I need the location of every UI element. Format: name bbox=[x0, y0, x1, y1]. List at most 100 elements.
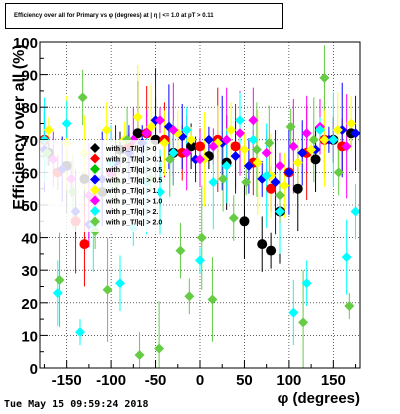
x-tick-label: -100 bbox=[96, 372, 126, 389]
timestamp: Tue May 15 09:59:24 2018 bbox=[4, 399, 149, 410]
data-point bbox=[239, 144, 250, 155]
data-point bbox=[159, 138, 170, 149]
data-point bbox=[186, 141, 197, 152]
legend-marker bbox=[90, 216, 100, 227]
data-point bbox=[184, 291, 195, 302]
data-point bbox=[146, 121, 157, 132]
y-tick-label: 20 bbox=[21, 296, 38, 313]
data-point bbox=[181, 147, 192, 158]
data-point bbox=[283, 167, 294, 178]
data-point bbox=[230, 141, 241, 152]
data-point bbox=[235, 128, 245, 139]
data-point bbox=[266, 245, 277, 256]
data-point bbox=[341, 141, 352, 152]
legend-label: with p_T/|q| > 0 bbox=[105, 146, 157, 153]
data-point bbox=[301, 278, 312, 289]
y-tick-label: 10 bbox=[21, 328, 38, 345]
chart-title: Efficiency over all for Primary vs φ (de… bbox=[14, 13, 214, 19]
data-point bbox=[288, 141, 299, 152]
legend-marker bbox=[90, 195, 100, 206]
data-point bbox=[319, 134, 330, 145]
data-point bbox=[251, 144, 262, 155]
data-point bbox=[241, 177, 252, 188]
x-tick-label: 50 bbox=[236, 372, 253, 389]
legend-label: with p_T/|q| > 2. bbox=[105, 209, 158, 216]
data-point bbox=[285, 121, 296, 132]
data-point bbox=[208, 141, 219, 152]
data-point bbox=[75, 327, 85, 338]
y-axis-label: Efficiency over all (%) bbox=[11, 44, 28, 210]
data-point bbox=[350, 128, 361, 139]
x-tick-label: -50 bbox=[145, 372, 167, 389]
data-point bbox=[279, 180, 290, 191]
data-point bbox=[248, 115, 259, 126]
data-point bbox=[230, 151, 241, 162]
legend-marker bbox=[90, 143, 100, 153]
data-point bbox=[264, 138, 275, 149]
data-point bbox=[275, 190, 285, 201]
data-point bbox=[164, 154, 175, 165]
x-tick-label: 150 bbox=[321, 372, 346, 389]
data-point bbox=[101, 125, 112, 136]
data-point bbox=[310, 154, 321, 165]
data-point bbox=[288, 307, 299, 318]
legend-box bbox=[40, 140, 158, 232]
legend-label: with p_T/|q| > 1.0 bbox=[105, 199, 162, 206]
data-point bbox=[77, 92, 88, 103]
data-point bbox=[252, 157, 263, 168]
data-point bbox=[207, 294, 218, 305]
data-point bbox=[292, 157, 303, 168]
data-point bbox=[308, 134, 319, 145]
data-point bbox=[102, 284, 113, 295]
data-point bbox=[346, 118, 357, 129]
legend: with p_T/|q| > 0 with p_T/|q| > 0.1 with p… bbox=[40, 140, 162, 232]
data-point bbox=[298, 317, 309, 328]
data-point bbox=[341, 252, 352, 263]
data-point bbox=[350, 206, 361, 217]
data-point bbox=[115, 278, 125, 289]
data-point bbox=[261, 147, 272, 158]
legend-marker bbox=[90, 153, 100, 164]
data-point bbox=[332, 125, 343, 136]
legend-label: with p_T/|q| > 0.1 bbox=[105, 157, 162, 164]
title-box: Efficiency over all for Primary vs φ (de… bbox=[5, 3, 283, 29]
data-point bbox=[52, 288, 63, 299]
data-point bbox=[208, 177, 219, 188]
data-point bbox=[221, 134, 232, 145]
data-point bbox=[54, 274, 65, 285]
y-tick-label: 60 bbox=[21, 165, 38, 182]
y-tick-label: 100 bbox=[13, 35, 38, 52]
y-tick-label: 40 bbox=[21, 231, 38, 248]
data-point bbox=[315, 125, 325, 136]
y-tick-label: 0 bbox=[30, 361, 38, 378]
data-point bbox=[132, 111, 143, 122]
data-point bbox=[155, 115, 165, 126]
data-point bbox=[218, 173, 229, 184]
data-point bbox=[266, 183, 277, 194]
data-point bbox=[132, 128, 143, 139]
legend-label: with p_T/|q| > 1. bbox=[105, 188, 158, 195]
x-tick-label: -150 bbox=[52, 372, 82, 389]
data-point bbox=[196, 232, 207, 243]
data-point bbox=[186, 134, 197, 145]
data-point bbox=[248, 134, 259, 145]
data-point bbox=[154, 343, 165, 354]
data-point bbox=[257, 239, 268, 250]
data-point bbox=[275, 160, 285, 171]
data-point bbox=[333, 167, 344, 178]
x-tick-label: 0 bbox=[196, 372, 204, 389]
data-point bbox=[61, 118, 72, 129]
data-point bbox=[195, 255, 205, 266]
legend-marker bbox=[90, 174, 100, 185]
data-point bbox=[168, 125, 179, 136]
y-tick-label: 80 bbox=[21, 100, 38, 117]
data-point bbox=[175, 245, 186, 256]
data-point bbox=[239, 216, 250, 227]
x-tick-label: 100 bbox=[276, 372, 301, 389]
data-point bbox=[228, 213, 239, 224]
legend-marker bbox=[90, 185, 100, 195]
data-point bbox=[301, 128, 312, 139]
data-point bbox=[297, 147, 308, 158]
data-point bbox=[319, 72, 330, 83]
